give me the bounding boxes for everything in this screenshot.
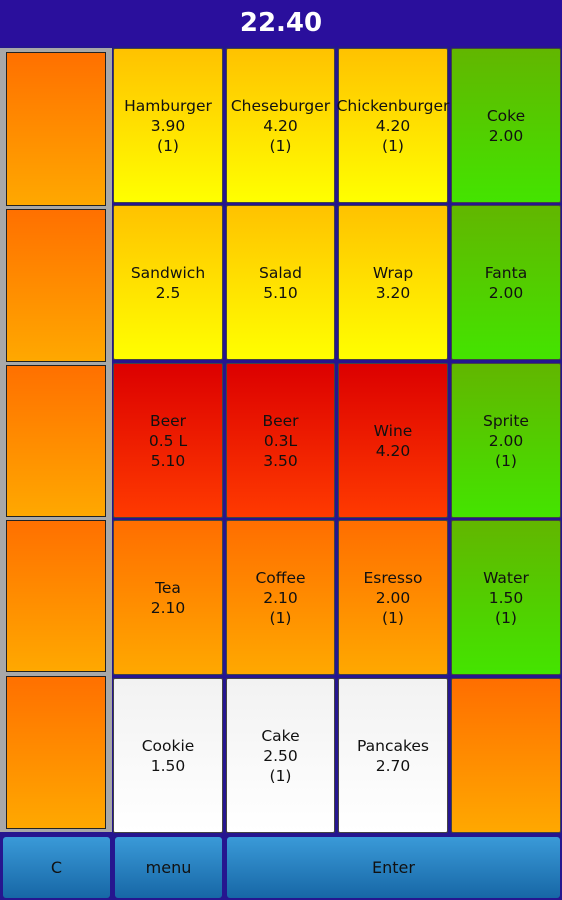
item-text: 1.50 (488, 588, 524, 607)
menu-item[interactable]: Tea 2.10 (113, 520, 223, 675)
menu-item[interactable]: Fanta 2.00 (451, 205, 561, 360)
total-bar: 22.40 (0, 0, 562, 46)
side-tile[interactable] (6, 52, 106, 206)
item-text: (1) (269, 608, 292, 627)
item-text: 3.20 (375, 283, 411, 302)
item-text: Sprite (483, 411, 529, 430)
item-text: Chickenburger (336, 96, 450, 115)
side-panel (0, 48, 112, 832)
menu-item[interactable]: Wine 4.20 (338, 363, 448, 518)
item-text: 2.10 (263, 588, 298, 607)
item-text: Fanta (484, 263, 528, 282)
item-text: Coke (486, 106, 526, 125)
item-text: 4.20 (263, 116, 298, 135)
side-tile[interactable] (6, 365, 106, 517)
item-text: 3.90 (150, 116, 186, 135)
menu-item[interactable]: Coke 2.00 (451, 48, 561, 203)
menu-item[interactable]: Salad 5.10 (226, 205, 335, 360)
item-text: 4.20 (375, 441, 411, 460)
item-text: Cookie (141, 736, 195, 755)
item-text: 4.20 (375, 116, 411, 135)
item-text: 2.70 (375, 756, 411, 775)
item-text: 5.10 (150, 451, 186, 470)
item-text: (1) (157, 136, 179, 155)
item-text: 2.10 (150, 598, 186, 617)
item-text: Wrap (372, 263, 414, 282)
menu-item[interactable]: Hamburger 3.90 (1) (113, 48, 223, 203)
item-text: 1.50 (150, 756, 186, 775)
menu-item[interactable]: Cookie 1.50 (113, 678, 223, 833)
item-text: (1) (382, 136, 404, 155)
item-text: Cake (261, 726, 300, 745)
item-text: 2.50 (263, 746, 298, 765)
item-text: (1) (495, 608, 517, 627)
button[interactable]: menu (115, 837, 222, 898)
item-text: 0.5 L (148, 431, 188, 450)
item-text: (1) (495, 451, 517, 470)
item-text: 2.00 (488, 431, 524, 450)
item-text: Beer (149, 411, 187, 430)
item-text: Esresso (363, 568, 423, 587)
button[interactable]: Enter (227, 837, 560, 898)
item-text: (1) (269, 136, 292, 155)
menu-item[interactable]: Cake 2.50 (1) (226, 678, 335, 833)
item-text: Sandwich (130, 263, 206, 282)
side-tile[interactable] (6, 209, 106, 362)
item-text: (1) (382, 608, 404, 627)
side-tile[interactable] (6, 520, 106, 672)
menu-item[interactable]: Water 1.50 (1) (451, 520, 561, 675)
menu-item[interactable]: Pancakes 2.70 (338, 678, 448, 833)
item-text: Pancakes (356, 736, 430, 755)
side-tile[interactable] (6, 676, 106, 829)
item-text: 0.3L (263, 431, 298, 450)
menu-item[interactable]: Sprite 2.00 (1) (451, 363, 561, 518)
item-text: Beer (262, 411, 299, 430)
item-text: Coffee (255, 568, 306, 587)
item-text: 5.10 (263, 283, 298, 302)
item-text: Tea (155, 578, 181, 597)
menu-item[interactable]: Coffee 2.10 (1) (226, 520, 335, 675)
menu-item[interactable]: Beer 0.5 L 5.10 (113, 363, 223, 518)
item-text: 2.00 (488, 126, 524, 145)
item-text: Water (483, 568, 529, 587)
item-text: Wine (373, 421, 413, 440)
button[interactable]: C (3, 837, 110, 898)
menu-item[interactable] (451, 678, 561, 833)
item-text: 2.00 (488, 283, 524, 302)
menu-item[interactable]: Beer 0.3L 3.50 (226, 363, 335, 518)
item-text: 2.00 (375, 588, 411, 607)
item-text: Hamburger (124, 96, 212, 115)
item-text: Salad (259, 263, 302, 282)
menu-item[interactable]: Wrap 3.20 (338, 205, 448, 360)
item-text: (1) (269, 766, 292, 785)
menu-item[interactable]: Cheseburger 4.20 (1) (226, 48, 335, 203)
menu-item[interactable]: Chickenburger 4.20 (1) (336, 48, 450, 203)
item-text: Cheseburger (230, 96, 331, 115)
menu-item[interactable]: Esresso 2.00 (1) (338, 520, 448, 675)
menu-item[interactable]: Sandwich 2.5 (113, 205, 223, 360)
item-text: 3.50 (263, 451, 298, 470)
item-text: 2.5 (155, 283, 181, 302)
